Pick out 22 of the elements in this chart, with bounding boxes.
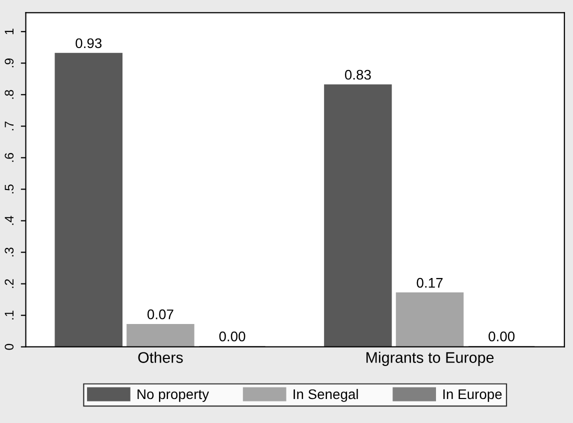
legend-label: In Senegal bbox=[294, 388, 358, 402]
data-label: 0.83 bbox=[344, 70, 371, 80]
x-tick-label: Others bbox=[138, 352, 183, 363]
data-label: 0.00 bbox=[488, 332, 515, 342]
y-tick-label: .1 bbox=[4, 310, 14, 320]
data-label: 0.07 bbox=[147, 309, 174, 320]
y-tick-label: 1 bbox=[4, 28, 14, 34]
legend-label: No property bbox=[138, 389, 210, 402]
y-tick-label: .8 bbox=[4, 90, 14, 99]
y-tick-label: .9 bbox=[4, 58, 14, 68]
legend-label: In Europe bbox=[443, 389, 502, 402]
x-tick-label: Migrants to Europe bbox=[366, 352, 494, 366]
y-tick-label: .4 bbox=[4, 216, 14, 225]
y-tick-label: .6 bbox=[4, 153, 14, 162]
y-tick-label: .2 bbox=[4, 279, 14, 288]
y-tick-label: .5 bbox=[4, 184, 14, 194]
y-tick-label: 0 bbox=[4, 344, 14, 350]
y-tick-label: .3 bbox=[4, 248, 14, 256]
data-label: 0.17 bbox=[416, 278, 443, 288]
y-tick-label: .7 bbox=[4, 122, 14, 130]
data-label: 0.93 bbox=[76, 38, 102, 48]
data-label: 0.00 bbox=[219, 332, 246, 342]
